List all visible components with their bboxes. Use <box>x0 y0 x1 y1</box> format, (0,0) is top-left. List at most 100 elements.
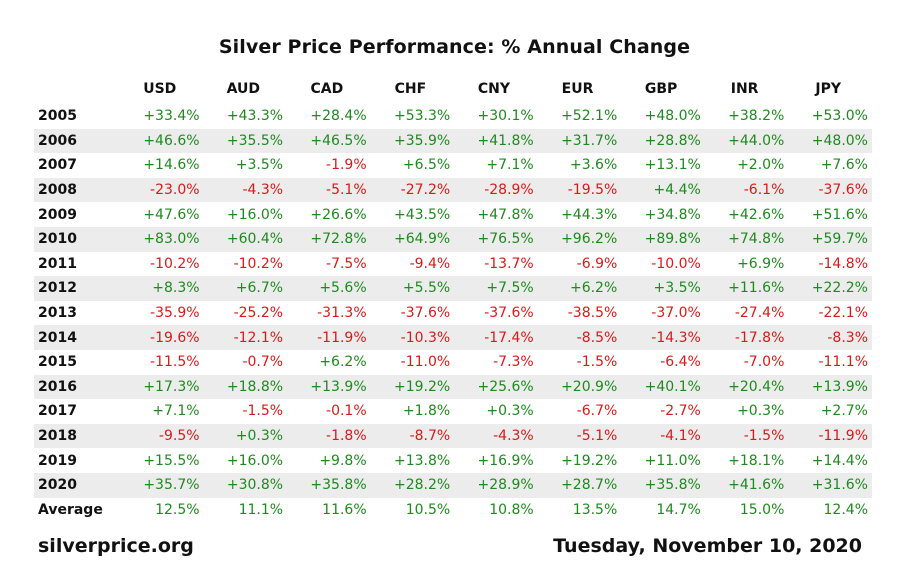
value-cell: -9.4% <box>409 255 451 272</box>
value-cell: -5.1% <box>576 428 618 445</box>
row-label: 2009 <box>38 206 77 223</box>
value-cell: +35.7% <box>143 477 200 494</box>
value-cell: +52.1% <box>561 108 618 125</box>
value-cell: +46.6% <box>143 132 200 149</box>
column-header-cad: CAD <box>310 81 344 97</box>
value-cell: -1.8% <box>326 428 367 445</box>
table-row: 2009 +47.6% +16.0% +26.6% +43.5% +47.8% +44.3%… <box>34 202 872 227</box>
value-cell: +53.3% <box>393 108 451 125</box>
value-cell: -17.8% <box>734 329 785 346</box>
value-cell: +47.6% <box>143 206 200 223</box>
value-cell: +35.5% <box>226 132 284 149</box>
value-cell: +60.4% <box>226 231 284 248</box>
value-cell: +6.5% <box>402 157 451 174</box>
chart-title: Silver Price Performance: % Annual Chang… <box>218 36 691 58</box>
value-cell: -2.7% <box>660 403 701 420</box>
column-header-usd: USD <box>143 81 177 97</box>
value-cell: +44.3% <box>561 206 618 223</box>
value-cell: -27.2% <box>400 182 451 199</box>
value-cell: -11.9% <box>818 428 868 445</box>
value-cell: +2.0% <box>737 157 785 174</box>
value-cell: -13.7% <box>484 255 534 272</box>
value-cell: +51.6% <box>811 206 868 223</box>
value-cell: -4.3% <box>242 182 284 199</box>
value-cell: +11.0% <box>644 452 701 469</box>
value-cell: +30.1% <box>477 108 534 125</box>
value-cell: +16.9% <box>477 452 534 469</box>
value-cell: +6.7% <box>235 280 284 297</box>
value-cell: -10.3% <box>400 329 451 346</box>
value-cell: +31.7% <box>561 132 618 149</box>
value-cell: +0.3% <box>486 403 534 420</box>
column-header-chf: CHF <box>394 81 427 97</box>
value-cell: +7.6% <box>820 157 868 174</box>
table-row: 2018 -9.5% +0.3% -1.8% -8.7% -4.3% -5.1% -4.1% -… <box>34 423 872 449</box>
value-cell: +6.9% <box>737 255 785 272</box>
row-label: 2019 <box>38 452 77 469</box>
table-row: 2016 +17.3% +18.8% +13.9% +19.2% +25.6% +20.9%… <box>34 374 872 400</box>
value-cell: -1.5% <box>242 403 284 420</box>
value-cell: -6.7% <box>576 403 618 420</box>
value-cell: +1.8% <box>402 403 451 420</box>
value-cell: +44.0% <box>728 132 785 149</box>
value-cell: +20.4% <box>728 378 785 395</box>
average-cell: 13.5% <box>572 501 618 518</box>
value-cell: +3.5% <box>235 157 284 174</box>
value-cell: +28.4% <box>310 108 367 125</box>
average-cell: 14.7% <box>656 501 701 518</box>
value-cell: +26.6% <box>310 206 367 223</box>
value-cell: -6.9% <box>576 255 618 272</box>
value-cell: -31.3% <box>317 305 367 322</box>
value-cell: -4.3% <box>493 428 534 445</box>
value-cell: +17.3% <box>143 378 200 395</box>
value-cell: -0.7% <box>242 354 284 371</box>
column-header-gbp: GBP <box>644 81 678 97</box>
column-header-aud: AUD <box>226 81 261 97</box>
value-cell: -7.5% <box>326 255 367 272</box>
value-cell: +22.2% <box>811 280 868 297</box>
average-row: Average 12.5% 11.1% 11.6% 10.5% 10.8% 13.5% 14.… <box>34 498 872 523</box>
value-cell: +28.2% <box>393 477 451 494</box>
value-cell: -6.4% <box>660 354 701 371</box>
value-cell: +6.2% <box>319 354 367 371</box>
value-cell: +18.1% <box>728 452 785 469</box>
value-cell: +4.4% <box>653 182 701 199</box>
value-cell: -11.5% <box>150 354 200 371</box>
value-cell: -12.1% <box>233 329 284 346</box>
value-cell: -6.1% <box>743 182 785 199</box>
value-cell: -25.2% <box>233 305 284 322</box>
value-cell: +14.4% <box>811 452 868 469</box>
table-row: 2013 -35.9% -25.2% -31.3% -37.6% -37.6% -38.5%… <box>34 301 872 326</box>
value-cell: +64.9% <box>393 231 451 248</box>
row-label: 2016 <box>38 378 77 395</box>
average-cell: 15.0% <box>739 501 785 518</box>
row-label: 2008 <box>38 182 77 199</box>
value-cell: +74.8% <box>728 231 785 248</box>
table-row: 2010 +83.0% +60.4% +72.8% +64.9% +76.5% +96.2%… <box>34 226 872 252</box>
value-cell: +89.8% <box>644 231 701 248</box>
table-row: 2008 -23.0% -4.3% -5.1% -27.2% -28.9% -19.5% +4… <box>34 177 872 203</box>
table-row: 2017 +7.1% -1.5% -0.1% +1.8% +0.3% -6.7% -2.7% +… <box>34 399 872 424</box>
performance-table: USD AUD CAD CHF CNY EUR GBP INR JPY 2005 +33.4% +4… <box>34 76 872 522</box>
value-cell: +30.8% <box>226 477 284 494</box>
value-cell: +19.2% <box>561 452 618 469</box>
value-cell: -38.5% <box>567 305 618 322</box>
column-header-cny: CNY <box>477 81 511 97</box>
value-cell: +43.5% <box>393 206 451 223</box>
table-body: 2005 +33.4% +43.3% +28.4% +53.3% +30.1% +52.1%… <box>34 104 872 522</box>
value-cell: +8.3% <box>152 280 200 297</box>
value-cell: -8.3% <box>827 329 868 346</box>
value-cell: -9.5% <box>158 428 200 445</box>
value-cell: +14.6% <box>143 157 200 174</box>
value-cell: -8.7% <box>409 428 451 445</box>
value-cell: +11.6% <box>728 280 785 297</box>
value-cell: -14.3% <box>651 329 701 346</box>
value-cell: +47.8% <box>477 206 534 223</box>
value-cell: +41.6% <box>728 477 785 494</box>
row-label: 2011 <box>38 255 77 272</box>
table-row: 2006 +46.6% +35.5% +46.5% +35.9% +41.8% +31.7%… <box>34 128 872 154</box>
value-cell: +16.0% <box>226 206 284 223</box>
value-cell: -7.3% <box>493 354 534 371</box>
value-cell: -10.2% <box>150 255 200 272</box>
value-cell: -11.1% <box>818 354 868 371</box>
